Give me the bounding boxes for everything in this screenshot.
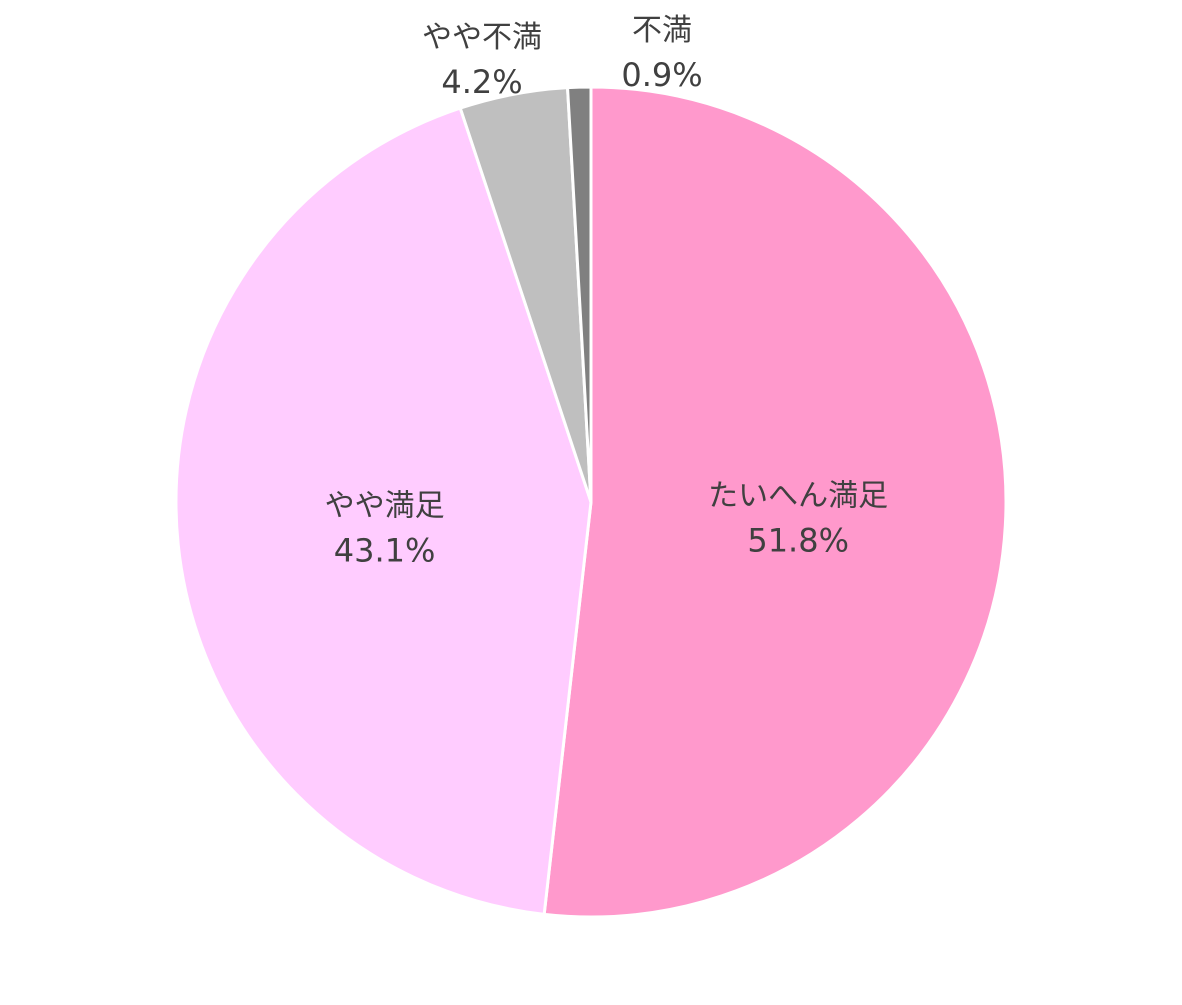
slice-category-label: たいへん満足 xyxy=(708,479,888,514)
pie-slices xyxy=(174,85,1008,919)
pie-slice xyxy=(174,106,593,916)
slice-category-label: 不満 xyxy=(632,13,692,48)
pie-slice xyxy=(542,85,1008,919)
slice-label: やや不満 4.2% xyxy=(422,20,542,101)
slice-category-label: やや満足 xyxy=(325,488,445,523)
slice-label: 不満 0.9% xyxy=(621,13,702,94)
pie-slice xyxy=(566,85,593,504)
slice-percent-label: 43.1% xyxy=(334,531,436,569)
slice-category-label: やや不満 xyxy=(422,20,542,55)
slice-label: たいへん満足 51.8% xyxy=(708,479,888,560)
pie-labels: たいへん満足 51.8% やや満足 43.1% やや不満 4.2% 不満 0.9% xyxy=(325,13,889,569)
slice-percent-label: 4.2% xyxy=(441,63,522,101)
slice-percent-label: 0.9% xyxy=(621,56,702,94)
slice-label: やや満足 43.1% xyxy=(325,488,445,569)
slice-percent-label: 51.8% xyxy=(747,522,849,560)
